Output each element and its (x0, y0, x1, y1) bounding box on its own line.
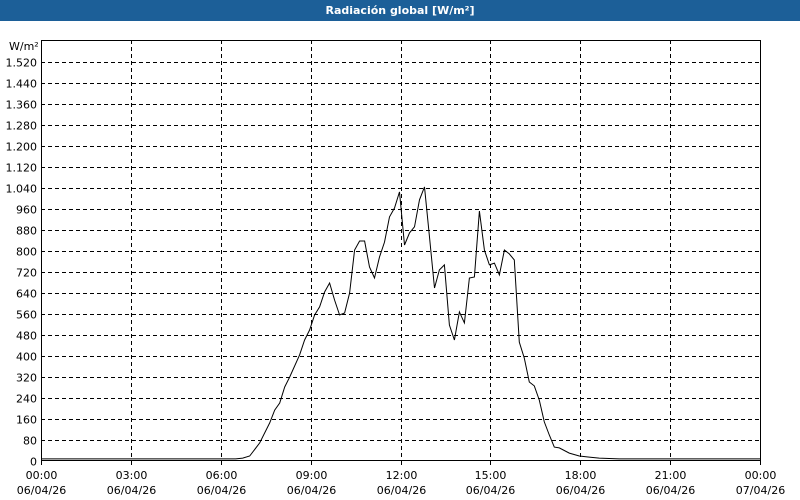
x-axis-ticks: 00:00 06/04/26 03:00 06/04/26 06:00 06/04/26 0… (17, 461, 785, 497)
y-tick-label: 800 (16, 246, 37, 259)
plot-border (41, 40, 761, 461)
y-tick-label: 160 (16, 414, 37, 427)
x-tick-date: 06/04/26 (107, 484, 156, 497)
x-tick-date: 06/04/26 (17, 484, 66, 497)
y-axis-label: W/m² (9, 40, 39, 53)
y-tick-label: 560 (16, 309, 37, 322)
y-tick-label: 640 (16, 288, 37, 301)
x-tick-time: 00:00 (26, 469, 58, 482)
x-tick-date: 06/04/26 (197, 484, 246, 497)
y-tick-label: 960 (16, 204, 37, 217)
x-tick-time: 15:00 (475, 469, 507, 482)
x-tick-date: 06/04/26 (556, 484, 605, 497)
chart-title: Radiación global [W/m²] (0, 0, 800, 21)
x-tick-time: 21:00 (655, 469, 687, 482)
y-axis-ticks: 0 80 160 240 320 400 480 560 640 720 800 880 960 1.04… (6, 57, 38, 469)
x-tick-date: 06/04/26 (287, 484, 336, 497)
x-tick-date: 06/04/26 (466, 484, 515, 497)
y-tick-label: 240 (16, 393, 37, 406)
y-tick-label: 1.040 (6, 183, 38, 196)
y-tick-label: 480 (16, 330, 37, 343)
y-tick-label: 880 (16, 225, 37, 238)
y-tick-label: 0 (30, 456, 37, 469)
x-tick-date: 06/04/26 (377, 484, 426, 497)
y-tick-label: 720 (16, 267, 37, 280)
y-tick-label: 80 (23, 435, 37, 448)
x-tick-time: 00:00 (745, 469, 777, 482)
y-tick-label: 400 (16, 351, 37, 364)
x-tick-time: 12:00 (386, 469, 418, 482)
x-tick-time: 03:00 (116, 469, 148, 482)
y-tick-label: 1.440 (6, 78, 38, 91)
x-tick-time: 18:00 (565, 469, 597, 482)
x-tick-date: 06/04/26 (646, 484, 695, 497)
x-tick-time: 09:00 (296, 469, 328, 482)
y-tick-label: 1.120 (6, 162, 38, 175)
y-tick-label: 1.520 (6, 57, 38, 70)
series-line (41, 186, 760, 460)
y-tick-label: 1.360 (6, 99, 38, 112)
grid (41, 40, 760, 461)
x-tick-date: 07/04/26 (736, 484, 785, 497)
y-tick-label: 1.280 (6, 120, 38, 133)
y-tick-label: 1.200 (6, 141, 38, 154)
y-tick-label: 320 (16, 372, 37, 385)
x-tick-time: 06:00 (206, 469, 238, 482)
